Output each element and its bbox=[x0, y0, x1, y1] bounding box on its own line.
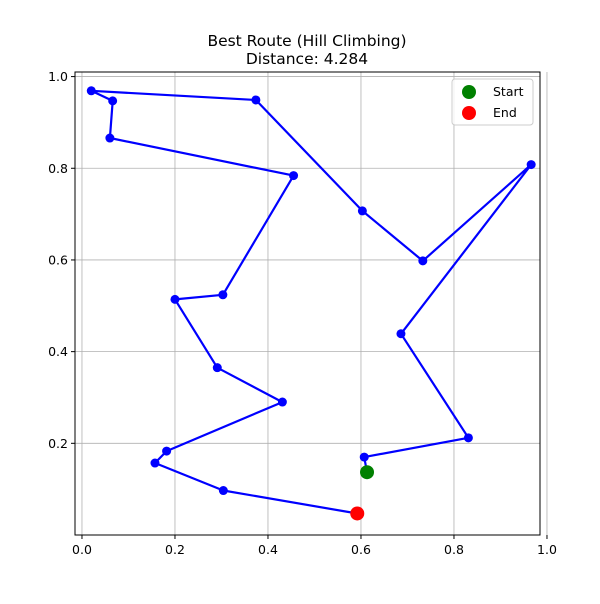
route-point bbox=[170, 294, 180, 304]
y-tick-label: 0.2 bbox=[48, 436, 68, 451]
route-point bbox=[526, 160, 536, 170]
legend-end-label: End bbox=[493, 105, 517, 120]
chart-subtitle: Distance: 4.284 bbox=[246, 50, 368, 68]
y-tick-label: 1.0 bbox=[48, 69, 68, 84]
route-point bbox=[396, 329, 406, 339]
x-tick-label: 0.6 bbox=[351, 542, 371, 557]
route-point bbox=[86, 86, 96, 96]
y-tick-label: 0.4 bbox=[48, 344, 68, 359]
route-point bbox=[162, 446, 172, 456]
legend-end-marker bbox=[462, 106, 476, 120]
start-marker bbox=[360, 465, 375, 480]
x-tick-label: 1.0 bbox=[537, 542, 557, 557]
x-tick-label: 0.0 bbox=[72, 542, 92, 557]
legend-start-marker bbox=[462, 85, 476, 99]
y-tick-label: 0.6 bbox=[48, 252, 68, 267]
start-end-markers bbox=[350, 465, 375, 521]
route-point bbox=[218, 290, 228, 300]
route-point bbox=[108, 96, 118, 106]
plot-frame bbox=[74, 71, 541, 536]
route-point bbox=[212, 363, 222, 373]
route-point bbox=[418, 256, 428, 266]
route-point bbox=[277, 397, 287, 407]
route-point bbox=[218, 486, 228, 496]
x-tick-label: 0.2 bbox=[165, 542, 185, 557]
chart-title: Best Route (Hill Climbing) bbox=[207, 32, 406, 50]
route-point bbox=[289, 171, 299, 181]
route-point bbox=[150, 458, 160, 468]
route-point bbox=[251, 95, 261, 105]
route-point bbox=[105, 133, 115, 143]
route-line bbox=[90, 89, 533, 515]
legend: Start End bbox=[451, 78, 534, 126]
route-path bbox=[90, 89, 533, 515]
x-tick-label: 0.8 bbox=[444, 542, 464, 557]
axis-ticks: 0.0 0.2 0.4 0.6 0.8 1.0 0.2 0.4 0.6 0.8 1.0 bbox=[48, 69, 557, 557]
x-tick-label: 0.4 bbox=[258, 542, 278, 557]
legend-start-label: Start bbox=[493, 84, 524, 99]
y-tick-label: 0.8 bbox=[48, 161, 68, 176]
end-marker bbox=[350, 506, 365, 521]
route-point bbox=[463, 433, 473, 443]
route-point bbox=[357, 206, 367, 216]
route-point bbox=[359, 452, 369, 462]
